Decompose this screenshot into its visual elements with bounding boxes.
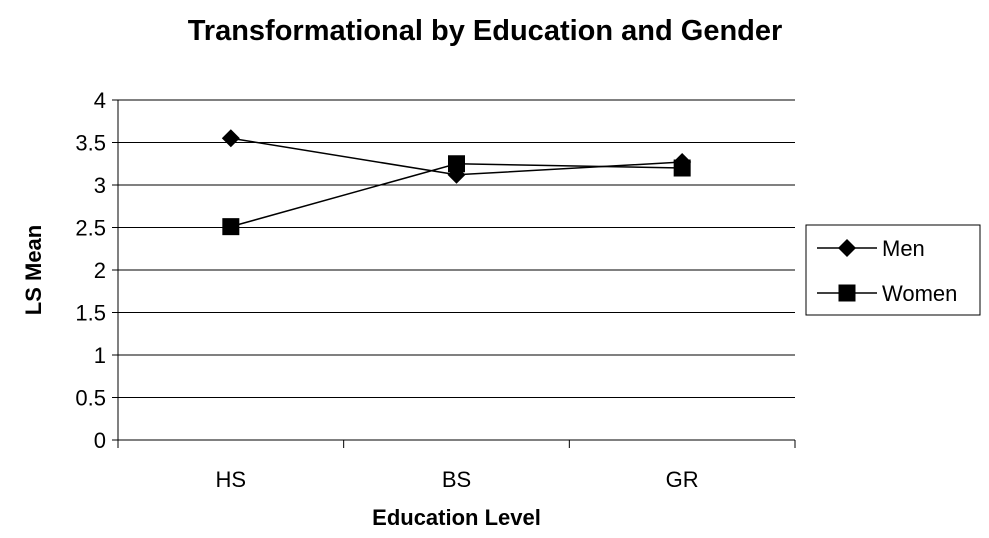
legend-box	[805, 224, 981, 316]
data-point-women	[222, 218, 240, 236]
y-tick-label: 3	[94, 173, 106, 198]
y-tick-label: 2	[94, 258, 106, 283]
legend-marker-men	[838, 239, 856, 257]
y-tick-label: 4	[94, 88, 106, 113]
axes	[112, 99, 796, 448]
y-tick-labels: 0 0.5 1 1.5 2 2.5 3 3.5 4	[75, 88, 106, 453]
gridlines	[118, 99, 795, 398]
data-point-men	[221, 129, 240, 148]
x-tick-label: HS	[216, 467, 247, 492]
x-tick-label: BS	[442, 467, 471, 492]
legend: Men Women	[805, 224, 981, 316]
y-tick-label: 2.5	[75, 216, 106, 241]
y-axis-title: LS Mean	[21, 225, 46, 315]
series	[221, 129, 692, 236]
y-tick-label: 0	[94, 428, 106, 453]
y-tick-label: 0.5	[75, 386, 106, 411]
legend-label-men: Men	[882, 236, 925, 261]
legend-items: Men Women	[817, 236, 957, 306]
legend-marker-women	[838, 284, 856, 302]
x-tick-label: GR	[666, 467, 699, 492]
legend-label-women: Women	[882, 281, 957, 306]
y-tick-label: 1.5	[75, 301, 106, 326]
data-point-women	[673, 159, 691, 177]
x-axis-title: Education Level	[372, 505, 541, 530]
chart-title: Transformational by Education and Gender	[188, 15, 783, 47]
y-tick-label: 1	[94, 343, 106, 368]
series-women	[222, 155, 691, 236]
data-point-women	[448, 155, 465, 173]
x-tick-labels: HS BS GR	[216, 467, 699, 492]
y-tick-label: 3.5	[75, 131, 106, 156]
